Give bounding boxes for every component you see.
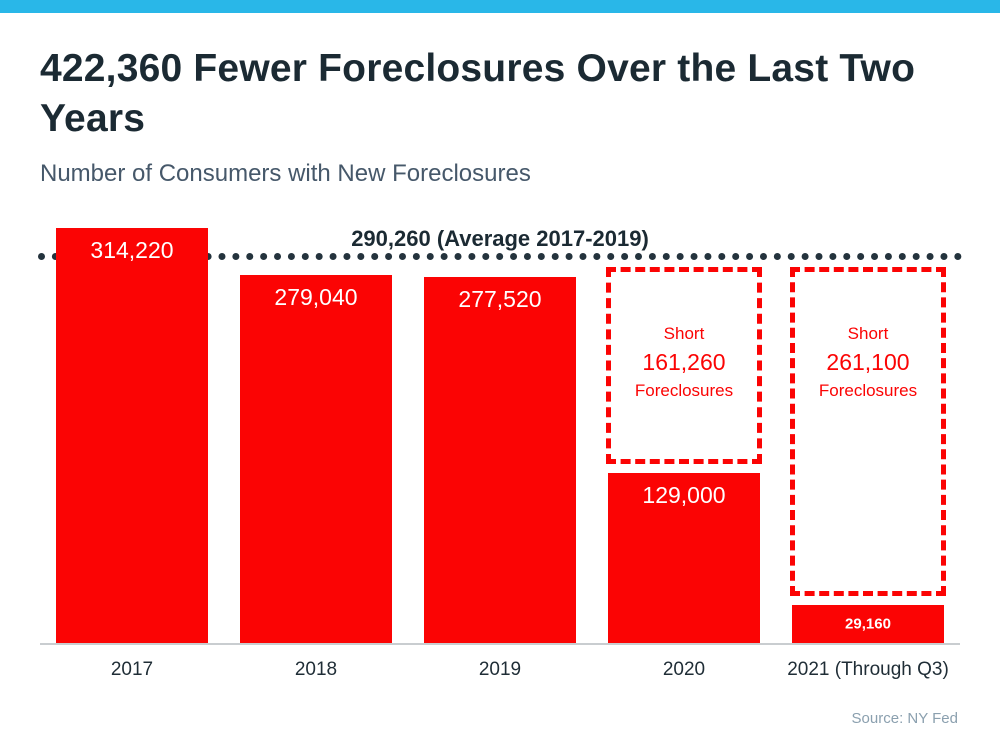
chart-column-2021 (Through Q3): 29,160 Short 261,100 Foreclosures xyxy=(776,228,960,643)
shortfall-label-bottom: Foreclosures xyxy=(634,380,734,400)
shortfall-label-bottom: Foreclosures xyxy=(818,380,918,400)
x-axis-label-2017: 2017 xyxy=(110,659,154,680)
bar-value-label: 129,000 xyxy=(642,481,726,508)
bar-2017: 314,220 xyxy=(56,228,208,643)
x-axis-label-2021 (Through Q3): 2021 (Through Q3) xyxy=(787,659,949,680)
bar-2018: 279,040 xyxy=(240,274,392,643)
source-credit: Source: NY Fed xyxy=(851,710,958,727)
bar-value-label: 29,160 xyxy=(845,615,891,633)
bar-value-label: 314,220 xyxy=(90,237,174,264)
chart-header: 422,360 Fewer Foreclosures Over the Last… xyxy=(40,44,972,188)
bar-2019: 277,520 xyxy=(424,276,576,643)
foreclosures-bar-chart: 290,260 (Average 2017-2019) 314,220 279,0… xyxy=(38,225,962,681)
shortfall-box-2021 (Through Q3): Short 261,100 Foreclosures xyxy=(790,266,946,596)
chart-columns: 314,220 279,040 277,520 129,000 Short 161,260… xyxy=(40,228,960,643)
shortfall-box-2020: Short 161,260 Foreclosures xyxy=(606,266,762,464)
average-dotted-line xyxy=(38,252,962,260)
chart-column-2020: 129,000 Short 161,260 Foreclosures xyxy=(592,228,776,643)
chart-subtitle: Number of Consumers with New Foreclosure… xyxy=(40,159,531,187)
shortfall-value: 161,260 xyxy=(642,348,726,375)
bar-value-label: 279,040 xyxy=(274,283,358,310)
bar-2021 (Through Q3): 29,160 xyxy=(792,604,944,643)
chart-column-2017: 314,220 xyxy=(40,228,224,643)
top-accent-bar xyxy=(0,0,1000,13)
shortfall-value: 261,100 xyxy=(826,348,910,375)
x-axis-label-2020: 2020 xyxy=(662,659,706,680)
average-line-label: 290,260 (Average 2017-2019) xyxy=(351,225,649,251)
shortfall-label-top: Short xyxy=(663,323,705,343)
x-axis-labels: 2017 2018 2019 2020 2021 (Through Q3) xyxy=(40,659,960,681)
bar-2020: 129,000 xyxy=(608,472,760,643)
bar-value-label: 277,520 xyxy=(458,285,542,312)
x-axis-label-2019: 2019 xyxy=(478,659,522,680)
x-axis-label-2018: 2018 xyxy=(294,659,338,680)
chart-column-2018: 279,040 xyxy=(224,228,408,643)
shortfall-label-top: Short xyxy=(847,323,889,343)
chart-column-2019: 277,520 xyxy=(408,228,592,643)
plot-area: 290,260 (Average 2017-2019) 314,220 279,0… xyxy=(38,225,962,645)
page-title: 422,360 Fewer Foreclosures Over the Last… xyxy=(40,47,916,140)
